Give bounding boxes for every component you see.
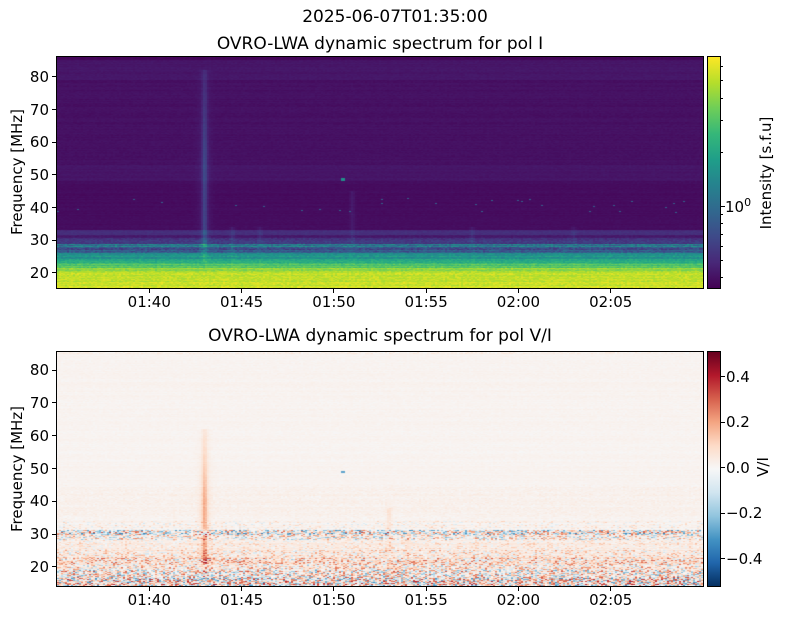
x-tick: [148, 289, 150, 293]
colorbar-major-tick: [721, 558, 725, 560]
y-tick-label: 20: [29, 557, 49, 576]
x-tick-label: 01:55: [404, 591, 448, 609]
y-tick: [52, 468, 56, 469]
x-tick: [517, 289, 519, 293]
y-tick: [52, 500, 56, 502]
x-tick: [517, 587, 519, 591]
pol-vi-spectrogram: [56, 351, 704, 587]
x-tick-label: 01:50: [312, 293, 356, 311]
y-tick-label: 60: [29, 133, 49, 152]
y-tick: [52, 109, 56, 111]
intensity-colorbar-label: Intensity [s.f.u]: [757, 116, 775, 230]
y-tick-label: 30: [29, 231, 49, 250]
colorbar-minor-tick: [721, 97, 723, 99]
y-tick: [52, 174, 56, 176]
colorbar-major-tick: [721, 467, 725, 469]
x-tick: [610, 587, 612, 591]
x-tick-label: 01:40: [127, 293, 171, 311]
intensity-colorbar-tick-label: 100: [725, 196, 752, 217]
y-tick: [52, 369, 56, 371]
y-tick: [52, 435, 56, 437]
colorbar-tick-label: 0.4: [726, 367, 750, 386]
x-tick-label: 01:40: [127, 591, 171, 609]
x-tick: [333, 289, 335, 293]
x-tick: [425, 289, 427, 293]
y-tick-label: 20: [29, 263, 49, 282]
intensity-colorbar: [707, 56, 721, 289]
x-tick-label: 01:50: [312, 591, 356, 609]
x-tick: [241, 289, 243, 293]
y-tick-label: 40: [29, 492, 49, 511]
vi-colorbar-label: V/I: [754, 457, 772, 477]
y-tick-label: 70: [29, 393, 49, 412]
colorbar-major-tick: [721, 376, 725, 378]
y-tick: [52, 141, 56, 143]
x-tick-label: 02:00: [496, 591, 541, 609]
y-tick: [52, 533, 56, 535]
colorbar-minor-tick: [721, 120, 723, 122]
y-tick-label: 80: [29, 67, 49, 86]
x-tick: [425, 587, 427, 591]
y-tick-label: 60: [29, 426, 49, 445]
panel-title-pol-i: OVRO-LWA dynamic spectrum for pol I: [216, 34, 544, 54]
y-tick-label: 50: [29, 459, 49, 478]
y-tick-label: 70: [29, 100, 49, 119]
y-tick: [52, 239, 56, 241]
x-tick-label: 02:00: [496, 293, 541, 311]
x-tick-label: 01:45: [219, 591, 264, 609]
x-tick-label: 01:55: [404, 293, 448, 311]
colorbar-minor-tick: [721, 245, 723, 247]
x-tick: [241, 587, 243, 591]
y-tick: [52, 76, 56, 78]
x-tick: [333, 587, 335, 591]
colorbar-major-tick: [721, 205, 725, 207]
x-tick: [148, 587, 150, 591]
colorbar-minor-tick: [721, 151, 723, 153]
pol-i-spectrogram: [56, 56, 704, 289]
colorbar-major-tick: [721, 512, 725, 514]
y-tick: [52, 566, 56, 568]
y-tick: [52, 402, 56, 404]
colorbar-tick-label: 0.2: [726, 413, 750, 432]
y-tick-label: 40: [29, 198, 49, 217]
colorbar-tick-label: −0.4: [726, 549, 763, 568]
colorbar-minor-tick: [721, 80, 723, 82]
y-tick: [52, 207, 56, 209]
x-tick-label: 02:05: [589, 293, 633, 311]
figure-suptitle: 2025-06-07T01:35:00: [302, 7, 488, 27]
colorbar-tick-label: 0.0: [726, 458, 750, 477]
y-tick-label: 50: [29, 165, 49, 184]
y-tick: [52, 272, 56, 274]
y-tick-label: 80: [29, 361, 49, 380]
y-tick-label: 30: [29, 525, 49, 544]
colorbar-minor-tick: [721, 277, 723, 279]
x-tick-label: 01:45: [219, 293, 264, 311]
x-tick-label: 02:05: [589, 591, 633, 609]
colorbar-minor-tick: [721, 213, 723, 215]
colorbar-tick-label: −0.2: [726, 504, 763, 523]
colorbar-minor-tick: [721, 223, 723, 225]
colorbar-major-tick: [721, 421, 725, 423]
vi-colorbar: [707, 351, 721, 587]
colorbar-minor-tick: [721, 66, 723, 68]
colorbar-minor-tick: [721, 233, 723, 235]
x-tick: [610, 289, 612, 293]
colorbar-minor-tick: [721, 259, 723, 261]
panel-title-pol-vi: OVRO-LWA dynamic spectrum for pol V/I: [208, 326, 552, 346]
